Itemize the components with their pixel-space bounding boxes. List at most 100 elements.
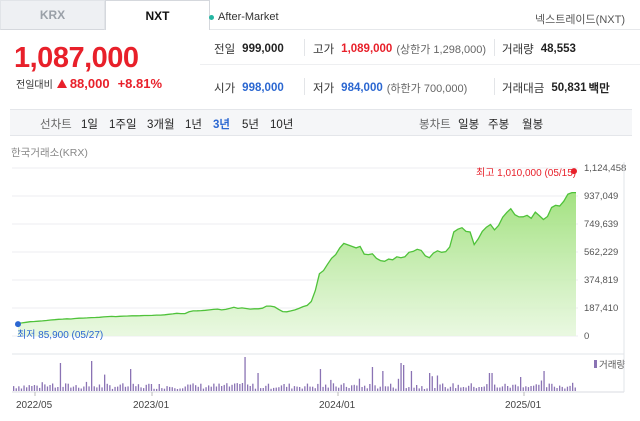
period-3y[interactable]: 3년	[213, 119, 230, 131]
volume-bar	[20, 388, 23, 391]
quote-stats: 전일 999,000 고가 1,089,000 (상한가 1,298,000) …	[200, 32, 640, 102]
volume-bar	[267, 383, 270, 391]
period-1w[interactable]: 1주일	[109, 119, 137, 131]
stat-value: 1,089,000	[341, 43, 393, 55]
volume-legend-swatch	[594, 360, 597, 368]
volume-bar	[218, 383, 220, 391]
volume-bar	[75, 385, 77, 391]
volume-bar	[387, 386, 389, 391]
volume-bar	[304, 386, 306, 391]
volume-bar	[322, 386, 324, 391]
volume-legend-label: 거래량	[599, 359, 625, 371]
volume-bar	[361, 387, 363, 391]
period-10y[interactable]: 10년	[270, 119, 294, 131]
volume-bar	[215, 386, 218, 391]
volume-bar	[208, 385, 210, 391]
volume-bar	[286, 386, 288, 391]
stat-value: 48,553	[540, 43, 576, 55]
tab-krx[interactable]: KRX	[0, 0, 105, 30]
volume-bar	[309, 386, 311, 391]
stat-value: 984,000	[341, 82, 383, 94]
volume-bar	[351, 385, 353, 391]
volume-bar	[184, 386, 186, 391]
candle-daily[interactable]: 일봉	[458, 119, 480, 131]
volume-bar	[91, 361, 93, 391]
volume-bar	[436, 375, 439, 391]
divider	[494, 39, 495, 56]
volume-bar	[509, 387, 511, 391]
price-line	[17, 191, 576, 324]
period-5y[interactable]: 5년	[242, 119, 259, 131]
volume-bar	[460, 387, 462, 391]
volume-bar	[517, 386, 519, 391]
volume-bar	[343, 383, 345, 391]
volume-bar	[176, 389, 179, 391]
tab-nxt[interactable]: NXT	[105, 0, 210, 30]
volume-bar	[468, 385, 470, 391]
data-source: 한국거래소(KRX)	[11, 147, 88, 159]
volume-bar	[150, 384, 153, 391]
candle-weekly[interactable]: 주봉	[488, 119, 510, 131]
y-tick-label: 749,639	[584, 219, 618, 230]
period-1y[interactable]: 1년	[185, 119, 202, 131]
volume-bar	[140, 387, 142, 391]
volume-bar	[15, 388, 17, 391]
volume-bar	[275, 387, 277, 391]
period-3m[interactable]: 3개월	[147, 119, 175, 131]
volume-bar	[270, 388, 272, 391]
volume-bar	[88, 386, 90, 391]
volume-bar	[57, 387, 59, 391]
stat-open: 시가 998,000	[214, 80, 284, 96]
stat-amount: 거래대금 50,831 백만	[502, 80, 610, 96]
volume-bar	[106, 383, 108, 391]
up-triangle-icon	[56, 79, 67, 88]
volume-bar	[52, 383, 54, 391]
volume-bar	[325, 384, 327, 391]
volume-bar	[501, 386, 504, 391]
volume-bar	[202, 388, 205, 391]
volume-bar	[117, 386, 119, 391]
volume-bar	[156, 388, 158, 391]
volume-bar	[200, 383, 202, 391]
volume-bar	[358, 378, 361, 391]
volume-bar	[369, 384, 371, 391]
divider	[304, 39, 305, 56]
volume-bar	[179, 388, 181, 391]
volume-bar	[574, 387, 576, 391]
volume-bar	[390, 383, 392, 391]
candle-monthly[interactable]: 월봉	[522, 119, 544, 131]
lower-limit: (하한가 700,000)	[386, 83, 468, 95]
period-1d[interactable]: 1일	[81, 119, 98, 131]
volume-bar	[353, 384, 355, 391]
stat-label: 거래량	[502, 44, 534, 56]
volume-bar	[119, 384, 121, 391]
volume-bar	[400, 363, 402, 391]
volume-bar	[496, 387, 498, 391]
volume-bar	[280, 385, 283, 391]
volume-bar	[442, 383, 444, 391]
stat-low: 저가 984,000 (하한가 700,000)	[313, 80, 467, 96]
stat-high: 고가 1,089,000 (상한가 1,298,000)	[313, 41, 486, 57]
volume-bar	[566, 386, 569, 391]
volume-bar	[114, 386, 116, 391]
volume-bar	[473, 386, 475, 391]
volume-bar	[78, 387, 80, 391]
volume-bar	[98, 384, 101, 391]
volume-bar	[221, 386, 223, 391]
volume-bar	[182, 388, 184, 391]
volume-bar	[67, 383, 69, 391]
volume-bar	[338, 387, 340, 391]
volume-bar	[478, 387, 480, 391]
volume-bar	[488, 373, 491, 391]
volume-bar	[273, 387, 275, 391]
volume-bar	[174, 388, 176, 391]
volume-bar	[366, 388, 368, 391]
volume-bar	[39, 387, 41, 391]
divider	[304, 78, 305, 95]
volume-bar	[239, 384, 241, 391]
volume-bar	[410, 371, 413, 391]
nxt-source-label: 넥스트레이드(NXT)	[534, 14, 625, 26]
volume-bar	[23, 385, 25, 391]
volume-bar	[70, 387, 72, 391]
volume-bar	[312, 386, 314, 391]
